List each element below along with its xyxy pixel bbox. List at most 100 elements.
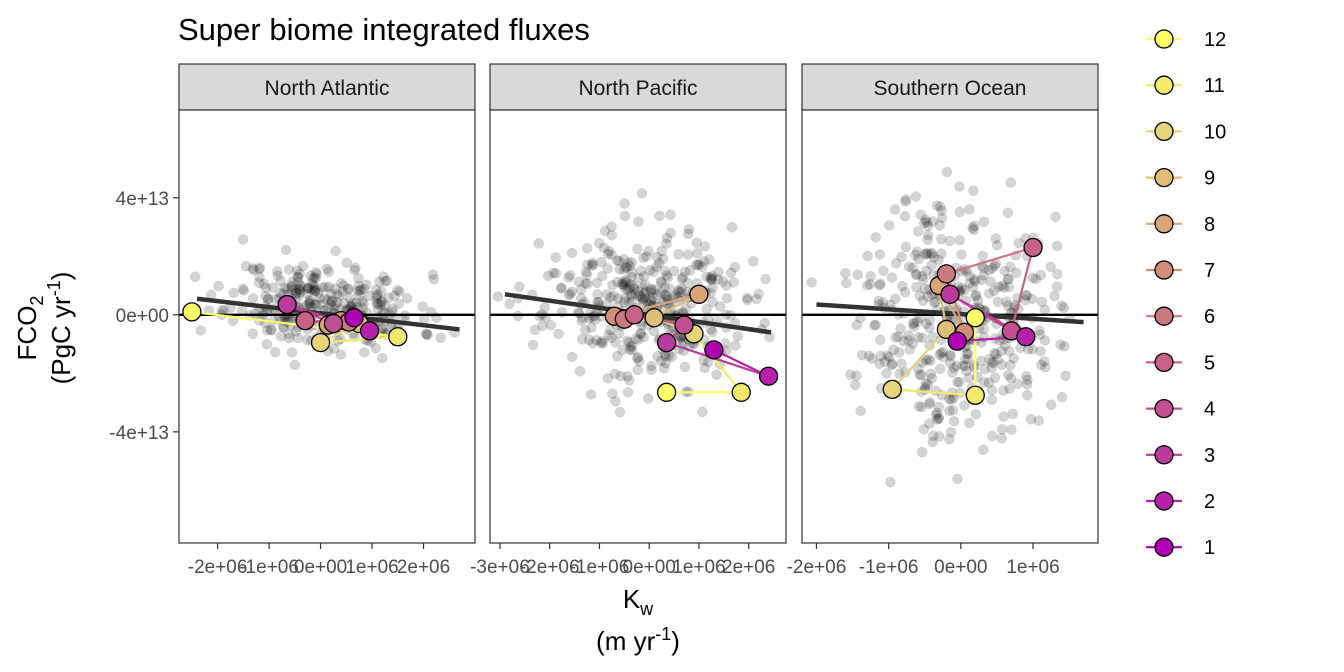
background-point — [933, 431, 945, 442]
background-point — [597, 337, 609, 349]
background-point — [924, 398, 935, 410]
background-point — [1035, 345, 1046, 357]
background-point — [1004, 383, 1015, 395]
x-tick-label: -2e+06 — [520, 557, 580, 578]
background-point — [959, 400, 970, 411]
background-point — [624, 344, 636, 355]
background-point — [1056, 300, 1067, 311]
background-point — [675, 286, 687, 298]
background-point — [619, 210, 631, 222]
background-point — [609, 368, 621, 380]
x-tick-label: -1e+06 — [859, 557, 919, 578]
background-point — [304, 298, 315, 309]
background-point — [286, 281, 297, 293]
background-point — [370, 284, 382, 296]
background-point — [870, 232, 881, 243]
background-point — [683, 228, 694, 240]
background-point — [293, 276, 304, 288]
background-point — [690, 259, 702, 271]
background-point — [920, 354, 932, 366]
background-point — [302, 283, 314, 295]
background-point — [945, 426, 957, 438]
background-point — [989, 347, 1000, 359]
background-point — [620, 262, 632, 273]
background-point — [626, 296, 638, 307]
background-point — [611, 351, 623, 362]
background-point — [865, 271, 876, 282]
x-tick-label: 1e+06 — [1006, 557, 1059, 578]
background-point — [628, 283, 640, 294]
background-point — [893, 331, 904, 343]
background-point — [372, 304, 383, 316]
background-point — [957, 360, 969, 372]
background-point — [331, 297, 343, 308]
background-point — [919, 249, 931, 260]
background-point — [1056, 391, 1068, 403]
background-point — [619, 296, 630, 308]
background-point — [574, 366, 586, 377]
background-point — [247, 293, 259, 304]
background-point — [634, 356, 645, 367]
legend-key-point — [1154, 352, 1174, 373]
background-point — [527, 339, 539, 351]
background-point — [343, 283, 354, 294]
background-point — [586, 311, 597, 323]
background-point — [287, 276, 298, 288]
background-point — [632, 286, 644, 297]
background-point — [883, 220, 895, 231]
background-point — [625, 279, 636, 290]
background-point — [954, 234, 966, 246]
month-path-segment — [891, 328, 948, 391]
background-point — [596, 335, 608, 347]
background-point — [336, 277, 347, 289]
background-point — [900, 194, 912, 205]
background-point — [659, 265, 671, 277]
background-point — [922, 230, 934, 241]
background-point — [542, 270, 554, 281]
background-point — [862, 250, 873, 262]
legend-item: 7 — [1146, 260, 1215, 282]
background-point — [1030, 273, 1042, 285]
background-point — [353, 273, 364, 284]
background-point — [954, 181, 965, 192]
panel-border — [178, 109, 476, 544]
background-point — [307, 273, 319, 284]
background-point — [923, 354, 934, 365]
background-point — [673, 286, 684, 298]
background-point — [721, 280, 732, 291]
background-point — [228, 287, 239, 299]
background-point — [606, 249, 617, 261]
background-point — [944, 405, 955, 417]
background-point — [312, 287, 324, 299]
background-point — [900, 241, 912, 253]
background-point — [989, 372, 1001, 383]
background-point — [563, 272, 574, 283]
background-point — [342, 284, 354, 295]
background-point — [976, 274, 987, 286]
background-point — [730, 340, 741, 351]
background-point — [984, 354, 995, 365]
background-point — [308, 280, 320, 291]
background-point — [626, 344, 638, 356]
legend-key-point — [1154, 491, 1174, 511]
x-tick-label: -3e+06 — [470, 557, 530, 578]
background-point — [587, 337, 599, 349]
background-point — [927, 331, 938, 342]
y-tick-label: -4e+13 — [109, 423, 169, 444]
background-point — [603, 245, 615, 257]
background-point — [1036, 359, 1047, 370]
legend-label: 2 — [1204, 491, 1215, 513]
background-point — [924, 322, 935, 334]
facet-panels: North Atlantic-2e+06-1e+060e+001e+062e+0… — [178, 63, 1099, 578]
background-point — [643, 245, 654, 257]
background-point — [492, 291, 504, 302]
background-point — [639, 279, 651, 290]
background-point — [272, 270, 283, 281]
legend-item: 2 — [1146, 491, 1215, 513]
background-point — [377, 352, 388, 364]
background-point — [732, 330, 744, 342]
x-tick-label: 0e+00 — [623, 557, 676, 578]
background-point — [656, 277, 667, 288]
background-point — [565, 288, 576, 300]
background-point — [993, 281, 1004, 293]
